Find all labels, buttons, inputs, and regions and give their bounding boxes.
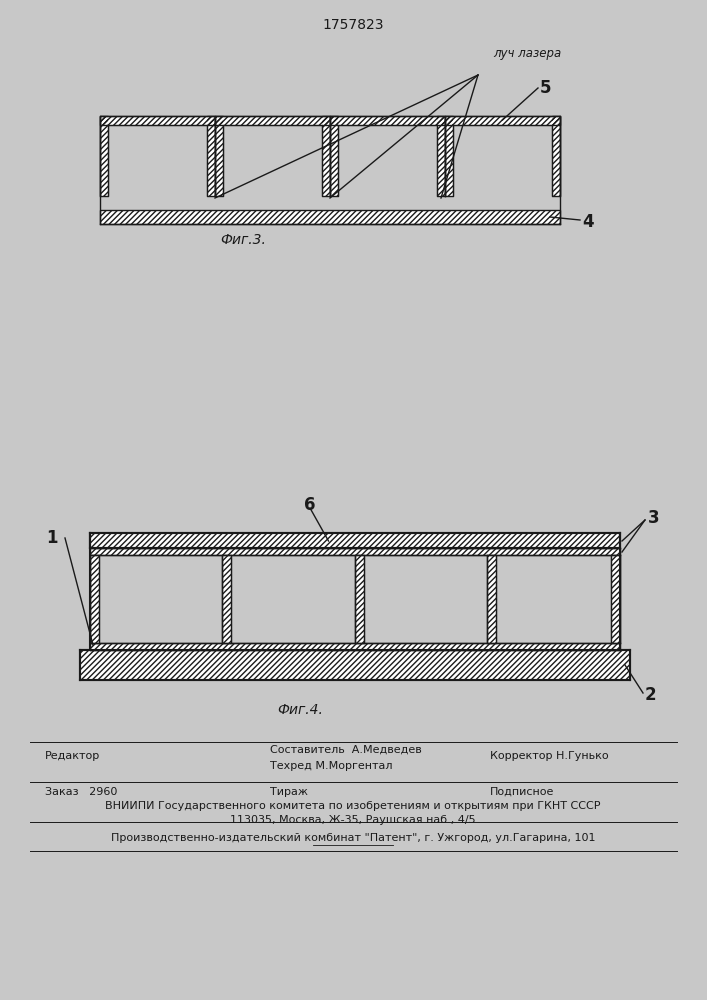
Bar	[445, 116, 560, 125]
Bar	[100, 210, 560, 224]
Bar	[215, 116, 330, 125]
Bar	[611, 555, 620, 643]
Bar	[90, 548, 620, 555]
Text: Составитель  А.Медведев: Составитель А.Медведев	[270, 745, 422, 755]
Bar	[90, 533, 620, 548]
Bar	[437, 116, 445, 196]
Bar	[223, 555, 231, 643]
Text: Фиг.3.: Фиг.3.	[220, 233, 266, 247]
Bar	[330, 116, 338, 196]
Text: Тираж: Тираж	[270, 787, 308, 797]
Bar	[80, 650, 630, 680]
Text: Подписное: Подписное	[490, 787, 554, 797]
Bar	[355, 555, 364, 643]
Bar	[355, 555, 364, 643]
Text: 113035, Москва, Ж-35, Раушская наб., 4/5: 113035, Москва, Ж-35, Раушская наб., 4/5	[230, 815, 476, 825]
Bar	[445, 116, 453, 196]
Bar	[322, 116, 330, 196]
Bar	[552, 116, 560, 196]
Text: Корректор Н.Гунько: Корректор Н.Гунько	[490, 751, 609, 761]
Bar	[330, 116, 445, 125]
Bar	[445, 116, 560, 125]
Text: 4: 4	[582, 213, 594, 231]
Bar	[90, 643, 620, 650]
Text: Редактор: Редактор	[45, 751, 100, 761]
Bar	[100, 116, 108, 196]
Text: Техред М.Моргентал: Техред М.Моргентал	[270, 761, 392, 771]
Text: 3: 3	[648, 509, 660, 527]
Bar	[90, 533, 620, 548]
Bar	[90, 555, 99, 643]
Text: Фиг.4.: Фиг.4.	[277, 703, 323, 717]
Bar	[100, 116, 108, 196]
Bar	[90, 548, 620, 555]
Bar	[322, 116, 330, 196]
Text: 6: 6	[304, 496, 316, 514]
Text: Производственно-издательский комбинат "Патент", г. Ужгород, ул.Гагарина, 101: Производственно-издательский комбинат "П…	[111, 833, 595, 843]
Bar	[330, 116, 338, 196]
Bar	[90, 643, 620, 650]
Bar	[80, 650, 630, 680]
Text: 1757823: 1757823	[322, 18, 384, 32]
Bar	[223, 555, 231, 643]
Bar	[611, 555, 620, 643]
Bar	[90, 555, 99, 643]
Bar	[207, 116, 215, 196]
Bar	[207, 116, 215, 196]
Text: 2: 2	[645, 686, 657, 704]
Bar	[100, 210, 560, 224]
Bar	[445, 116, 453, 196]
Bar	[488, 555, 496, 643]
Bar	[100, 116, 215, 125]
Bar	[215, 116, 223, 196]
Bar	[330, 116, 445, 125]
Text: Заказ   2960: Заказ 2960	[45, 787, 117, 797]
Text: 1: 1	[46, 529, 58, 547]
Text: луч лазера: луч лазера	[493, 47, 561, 60]
Bar	[552, 116, 560, 196]
Text: 5: 5	[540, 79, 551, 97]
Bar	[100, 116, 215, 125]
Bar	[488, 555, 496, 643]
Bar	[437, 116, 445, 196]
Bar	[215, 116, 330, 125]
Text: ВНИИПИ Государственного комитета по изобретениям и открытиям при ГКНТ СССР: ВНИИПИ Государственного комитета по изоб…	[105, 801, 601, 811]
Bar	[215, 116, 223, 196]
